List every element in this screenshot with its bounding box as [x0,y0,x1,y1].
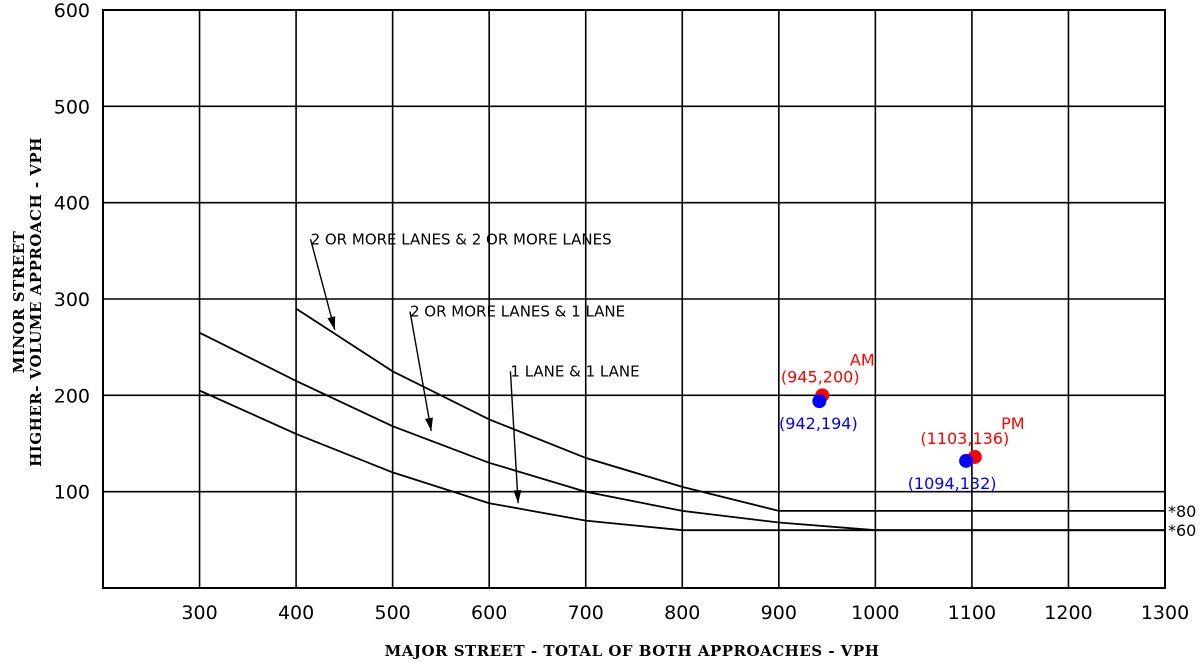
x-tick-label-300: 300 [181,602,217,624]
curve-label-3: 1 LANE & 1 LANE [510,362,639,380]
data-point-period-3: PM [1001,414,1024,433]
x-tick-label-1000: 1000 [851,602,899,624]
y-tick-labels: 100 200 300 400 500 600 [54,0,90,504]
data-point-2 [812,394,827,409]
x-tick-label-800: 800 [664,602,700,624]
data-point-label-2: (942,194) [779,414,858,433]
grid [102,9,1166,589]
x-tick-labels: 300 400 500 600 700 800 900 1000 1100 1200 1300 [181,602,1189,624]
arrow-line-1 [309,239,336,331]
arrow-line-2 [409,311,432,432]
x-tick-label-1100: 1100 [948,602,996,624]
y-tick-label-500: 500 [54,96,90,118]
arrow-line-3 [509,371,519,504]
curve-3 [199,389,1165,532]
y-tick-label-600: 600 [54,0,90,22]
data-point-period-1: AM [850,350,875,369]
x-tick-label-1300: 1300 [1141,602,1189,624]
x-axis-title: MAJOR STREET - TOTAL OF BOTH APPROACHES … [385,642,880,660]
y-axis-title-line1: MINOR STREET [10,230,28,373]
data-point-4 [959,453,974,468]
end-label-2: *60 [1168,521,1196,540]
data-points: (945,200)AM (942,194) (1103,136)PM (1094,13… [779,350,1024,493]
arrow-head-1 [327,316,336,330]
annotations: 2 OR MORE LANES & 2 OR MORE LANES 2 OR MO… [311,230,1197,540]
curve-1 [295,307,1165,512]
x-tick-label-500: 500 [375,602,411,624]
x-tick-label-1200: 1200 [1044,602,1092,624]
curve-2 [199,331,1165,532]
data-point-label-4: (1094,132) [908,474,997,493]
warrant-curves [199,307,1165,532]
x-tick-label-900: 900 [761,602,797,624]
data-point-label-1: (945,200) [781,367,860,386]
curve-arrows [309,239,522,504]
curve-label-2: 2 OR MORE LANES & 1 LANE [410,303,625,321]
x-tick-label-600: 600 [471,602,507,624]
end-label-1: *80 [1168,502,1196,521]
y-tick-label-400: 400 [54,193,90,215]
arrow-head-3 [513,490,522,504]
curve-label-1: 2 OR MORE LANES & 2 OR MORE LANES [311,230,612,248]
y-tick-label-300: 300 [54,289,90,311]
x-tick-label-700: 700 [568,602,604,624]
y-tick-label-200: 200 [54,385,90,407]
y-tick-label-100: 100 [54,482,90,504]
data-point-label-3: (1103,136) [920,429,1009,448]
x-tick-label-400: 400 [278,602,314,624]
y-axis-title-line2: HIGHER- VOLUME APPROACH - VPH [27,137,45,467]
arrow-head-2 [425,417,433,431]
